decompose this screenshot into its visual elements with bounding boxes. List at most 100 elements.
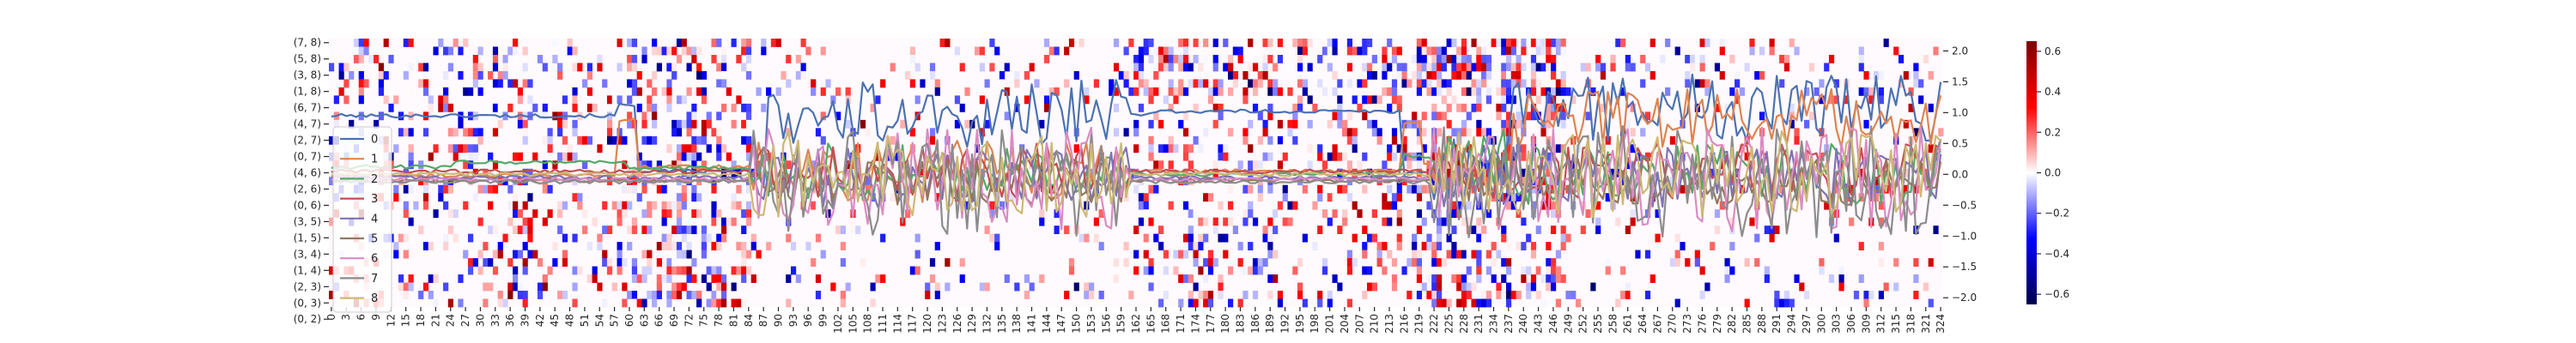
heatmap-cell [1789,119,1795,129]
heatmap-cell [706,233,712,243]
heatmap-cell [1510,291,1516,299]
heatmap-cell [1505,70,1512,80]
heatmap-cell [1933,46,1939,56]
heatmap-cell [716,135,722,145]
heatmap-cell [711,242,717,250]
heatmap-cell [1342,128,1348,137]
heatmap-cell [1491,242,1497,250]
heatmap-cell [1212,54,1218,63]
heatmap-cell [1551,103,1557,112]
heatmap-cell [522,298,528,308]
heatmap-cell [656,63,662,72]
heatmap-cell [1565,233,1571,243]
heatmap-cell [1436,79,1443,88]
heatmap-cell [477,135,483,145]
heatmap-cell [1655,233,1661,243]
heatmap-cell [731,103,737,112]
x-tick-label: 246 [1547,314,1559,334]
heatmap-cell [1317,226,1323,235]
heatmap-cell [1719,46,1725,56]
heatmap-cell [830,282,836,292]
heatmap-cell [1223,250,1229,259]
heatmap-cell [467,233,474,243]
heatmap-cell [1635,250,1641,259]
heatmap-cell [636,103,642,112]
heatmap-cell [1436,111,1443,121]
heatmap-cell [1376,250,1382,259]
heatmap-cell [1267,54,1273,63]
heatmap-cell [1277,160,1284,170]
heatmap-cell [1302,46,1308,56]
heatmap-cell [1212,258,1218,267]
heatmap-cell [647,201,653,210]
heatmap-cell [1312,103,1318,112]
x-tick-label: 261 [1622,314,1634,334]
heatmap-cell [1237,54,1243,63]
heatmap-cell [1004,63,1010,72]
heatmap-cell [850,226,856,235]
heatmap-cell [1779,298,1785,308]
heatmap-cell [1346,63,1353,72]
heatmap-cell [547,209,553,219]
heatmap-cell [1307,39,1313,47]
heatmap-cell [1431,298,1437,308]
heatmap-cell [1143,39,1149,47]
x-tick-label: 111 [877,314,889,334]
heatmap-cell [467,144,474,153]
heatmap-cell [1421,282,1427,292]
heatmap-cell [1332,209,1338,219]
heatmap-cell [1580,226,1586,235]
heatmap-cell [676,152,683,161]
heatmap-cell [1535,79,1541,88]
heatmap-cell [1188,242,1194,250]
heatmap-cell [1521,266,1527,275]
heatmap-cell [1317,152,1323,161]
heatmap-cell [1551,282,1557,292]
heatmap-cell [1357,160,1363,170]
x-tick-label: 183 [1234,314,1246,334]
heatmap-cell [716,266,722,275]
heatmap-cell [1719,160,1725,170]
x-tick-label: 165 [1145,314,1157,334]
heatmap-cell [1064,226,1070,235]
heatmap-cell [641,298,647,308]
heatmap-cell [706,282,712,292]
heatmap-cell [1198,144,1204,153]
heatmap-cell [1456,63,1462,72]
heatmap-cell [1754,233,1760,243]
heatmap-cell [1540,128,1546,137]
heatmap-cell [368,54,374,63]
heatmap-cell [1406,258,1413,267]
heatmap-cell [522,63,528,72]
heatmap-cell [1337,103,1343,112]
heatmap-cell [358,39,364,47]
heatmap-cell [745,111,752,121]
heatmap-cell [1416,152,1423,161]
heatmap-cell [443,184,449,194]
heatmap-cell [929,274,936,283]
heatmap-cell [1138,217,1145,226]
heatmap-cell [1615,298,1621,308]
heatmap-cell [696,152,702,161]
heatmap-cell [1560,39,1566,47]
heatmap-cell [1918,79,1924,88]
heatmap-cell [557,201,563,210]
heatmap-cell [1242,95,1249,105]
heatmap-cell [1391,258,1398,267]
heatmap-cell [1382,160,1388,170]
heatmap-cell [1029,282,1035,292]
heatmap-cell [1625,63,1631,72]
heatmap-cell [1391,128,1398,137]
heatmap-cell [681,233,687,243]
heatmap-cell [1485,250,1492,259]
x-tick-label: 237 [1503,314,1515,334]
heatmap-cell [1436,226,1443,235]
heatmap-cell [647,226,653,235]
heatmap-cell [1203,258,1209,267]
heatmap-cell [1133,144,1139,153]
heatmap-cell [1644,63,1651,72]
heatmap-cell [647,135,653,145]
heatmap-cell [1863,119,1869,129]
heatmap-cell [1401,79,1407,88]
heatmap-cell [513,201,519,210]
